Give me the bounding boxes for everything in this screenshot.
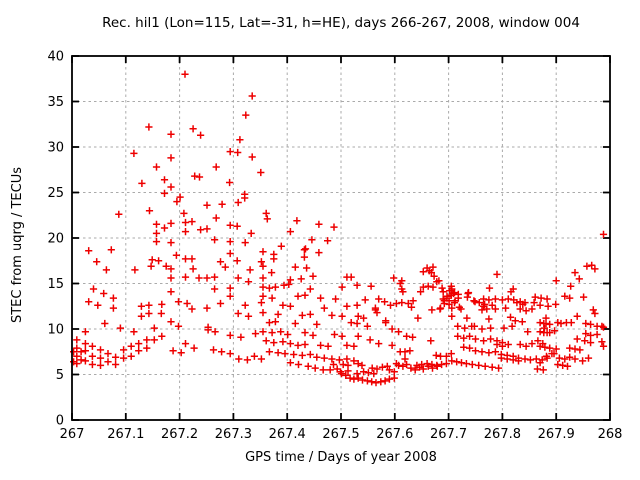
- x-tick-label: 267.9: [538, 427, 575, 442]
- y-tick-label: 25: [47, 186, 64, 201]
- x-tick-label: 267.4: [269, 427, 306, 442]
- scatter-points: [70, 70, 608, 387]
- x-tick-label: 268: [598, 427, 623, 442]
- x-tick-label: 267: [60, 427, 85, 442]
- x-tick-label: 267.8: [484, 427, 521, 442]
- y-tick-label: 20: [47, 232, 64, 247]
- grid-layer: [72, 56, 610, 420]
- x-tick-label: 267.3: [215, 427, 252, 442]
- y-axis-label: STEC from uqrg / TECUs: [10, 167, 25, 323]
- plot-border: [71, 55, 611, 421]
- y-tick-label: 35: [47, 95, 64, 110]
- y-tick-label: 15: [47, 277, 64, 292]
- y-tick-label: 5: [56, 368, 64, 383]
- x-axis-label: GPS time / Days of year 2008: [245, 450, 437, 465]
- y-tick-label: 0: [56, 414, 64, 429]
- tick-labels-layer: 267 267.1 267.2 267.3 267.4 267.5 267.6 267.7 26…: [47, 50, 622, 443]
- x-tick-label: 267.5: [322, 427, 359, 442]
- chart-title: Rec. hil1 (Lon=115, Lat=-31, h=HE), days…: [102, 15, 580, 31]
- x-tick-label: 267.2: [161, 427, 198, 442]
- y-tick-label: 40: [47, 50, 64, 65]
- x-tick-label: 267.7: [430, 427, 467, 442]
- y-tick-label: 30: [47, 141, 64, 156]
- x-tick-label: 267.6: [376, 427, 413, 442]
- y-tick-label: 10: [47, 323, 64, 338]
- x-tick-label: 267.1: [107, 427, 144, 442]
